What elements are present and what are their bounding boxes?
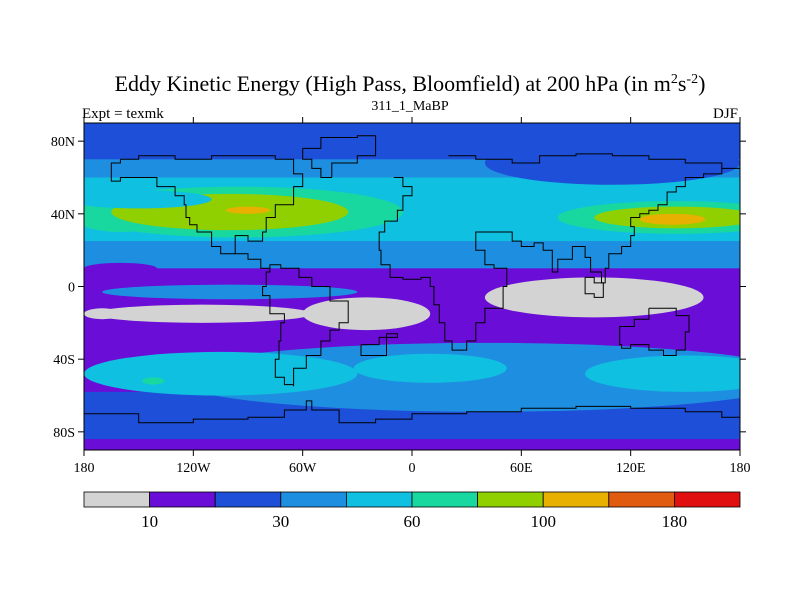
colorbar-swatch <box>674 491 741 508</box>
coastline <box>448 153 740 169</box>
latitude-axis: 80N 40N 0 40S 80S <box>51 135 746 441</box>
colorbar-swatch <box>214 491 282 508</box>
contour-region <box>84 262 157 274</box>
contour-region <box>484 141 740 185</box>
colorbar-label: 100 <box>530 512 556 531</box>
coastline <box>84 400 740 424</box>
x-tick-label: 120W <box>176 461 211 476</box>
colorbar-swatch <box>345 491 413 508</box>
contour-region <box>102 284 358 300</box>
colorbar-swatch <box>280 491 347 508</box>
chart-title: Eddy Kinetic Energy (High Pass, Bloomfie… <box>115 71 706 96</box>
x-tick-label: 60W <box>289 461 317 476</box>
coastline <box>360 333 398 356</box>
x-tick-label: 180 <box>74 461 95 476</box>
x-tick-label: 0 <box>409 461 416 476</box>
contour-region <box>142 377 165 385</box>
coastline <box>120 155 349 387</box>
contour-region <box>84 351 358 396</box>
contour-region <box>302 297 431 331</box>
contour-region <box>353 353 507 383</box>
season-label: DJF <box>713 106 738 122</box>
coastline-outlines <box>84 135 740 424</box>
y-tick-label: 40S <box>53 353 75 368</box>
x-tick-label: 60E <box>510 461 533 476</box>
colorbar: 10 30 60 100 180 <box>83 491 741 531</box>
contour-region <box>93 304 312 323</box>
coastline <box>302 135 377 178</box>
experiment-label: Expt = texmk <box>82 106 164 122</box>
chart-subtitle: 311_1_MaBP <box>371 99 448 114</box>
colorbar-swatch <box>149 491 216 508</box>
colorbar-label: 30 <box>272 512 289 531</box>
colorbar-swatch <box>542 491 610 508</box>
coastline <box>110 159 236 255</box>
contour-region <box>84 190 212 209</box>
coastline <box>584 276 604 298</box>
y-tick-label: 40N <box>51 208 75 223</box>
coastline <box>378 168 723 351</box>
contour-region <box>639 213 706 225</box>
colorbar-label: 60 <box>404 512 421 531</box>
eke-contour-field <box>84 123 740 450</box>
y-tick-label: 0 <box>68 281 75 296</box>
contour-region <box>226 206 270 214</box>
y-tick-label: 80N <box>51 135 75 150</box>
contour-region <box>585 355 740 392</box>
colorbar-swatch <box>608 491 675 508</box>
y-tick-label: 80S <box>53 426 75 441</box>
x-tick-label: 120E <box>616 461 646 476</box>
longitude-axis: 180 120W 60W 0 60E 120E 180 <box>74 117 751 476</box>
x-tick-label: 180 <box>730 461 751 476</box>
colorbar-label: 10 <box>141 512 158 531</box>
coastline <box>619 307 690 356</box>
contour-region <box>84 308 121 320</box>
colorbar-label: 180 <box>662 512 688 531</box>
colorbar-swatch <box>83 491 150 508</box>
colorbar-swatch <box>411 491 478 508</box>
colorbar-swatch <box>477 491 544 508</box>
